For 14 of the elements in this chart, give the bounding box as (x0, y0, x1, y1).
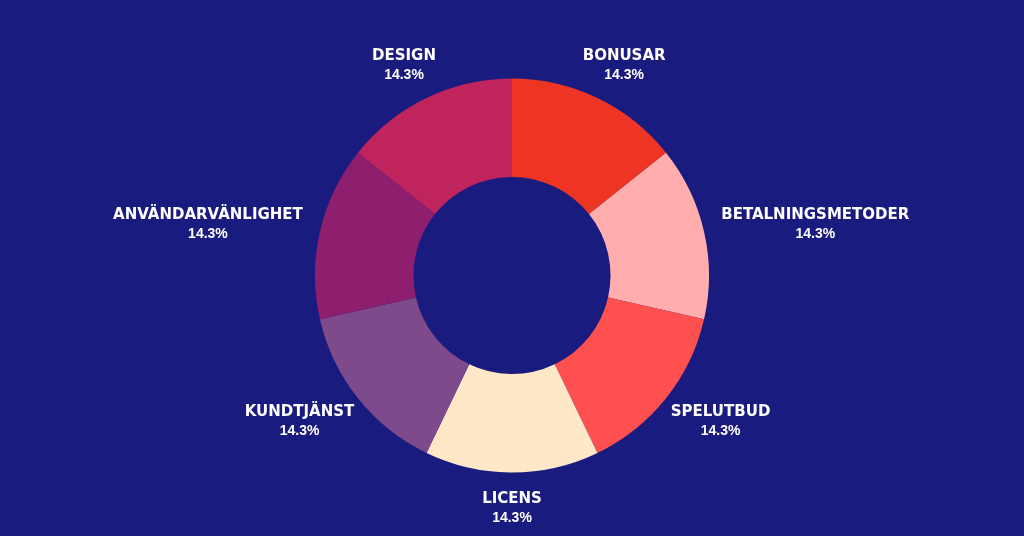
data-label: 14.3% (492, 509, 533, 526)
slice-label: LICENS (482, 489, 542, 508)
slice-label: BETALNINGSMETODER (721, 204, 910, 223)
slice-label: BONUSAR (582, 46, 667, 65)
slice-label: KUNDTJÄNST (244, 400, 356, 420)
data-label: 14.3% (188, 224, 229, 241)
slice-label: SPELUTBUD (670, 401, 771, 420)
data-label: 14.3% (604, 66, 645, 83)
data-label: 14.3% (700, 421, 741, 438)
data-label: 14.3% (384, 66, 425, 83)
data-label: 14.3% (795, 224, 836, 241)
slice-label: DESIGN (372, 46, 436, 65)
slice-label: ANVÄNDARVÄNLIGHET (113, 203, 304, 223)
data-label: 14.3% (279, 421, 320, 438)
